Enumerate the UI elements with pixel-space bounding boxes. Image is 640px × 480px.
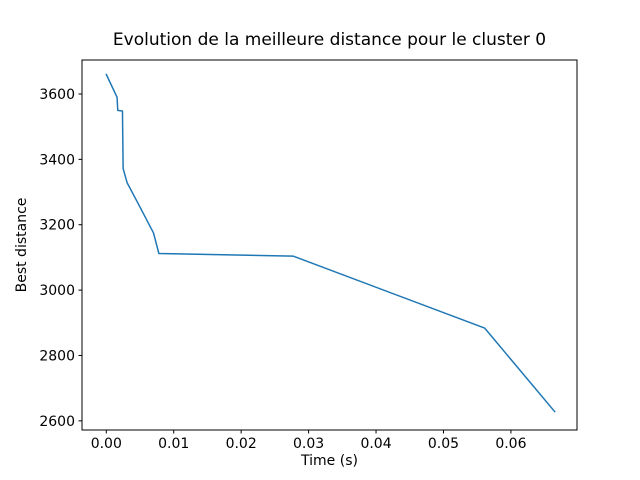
y-tick-label: 2800 [39, 348, 75, 364]
x-axis-label: Time (s) [301, 453, 358, 469]
axes-spines [81, 59, 578, 431]
x-tick-label: 0.06 [495, 436, 526, 452]
y-tick-label: 2600 [39, 414, 75, 430]
y-tick-label: 3600 [39, 87, 75, 103]
y-tick-label: 3200 [39, 218, 75, 234]
x-tick-label: 0.00 [91, 436, 122, 452]
x-tick-label: 0.02 [226, 436, 257, 452]
chart-title: Evolution de la meilleure distance pour … [112, 30, 547, 50]
x-tick-label: 0.05 [428, 436, 459, 452]
x-tick-label: 0.01 [158, 436, 189, 452]
x-tick-label: 0.03 [293, 436, 324, 452]
x-tick-label: 0.04 [360, 436, 391, 452]
data-line-best-distance [105, 73, 556, 413]
y-tick-label: 3400 [39, 152, 75, 168]
y-tick-label: 3000 [39, 283, 75, 299]
